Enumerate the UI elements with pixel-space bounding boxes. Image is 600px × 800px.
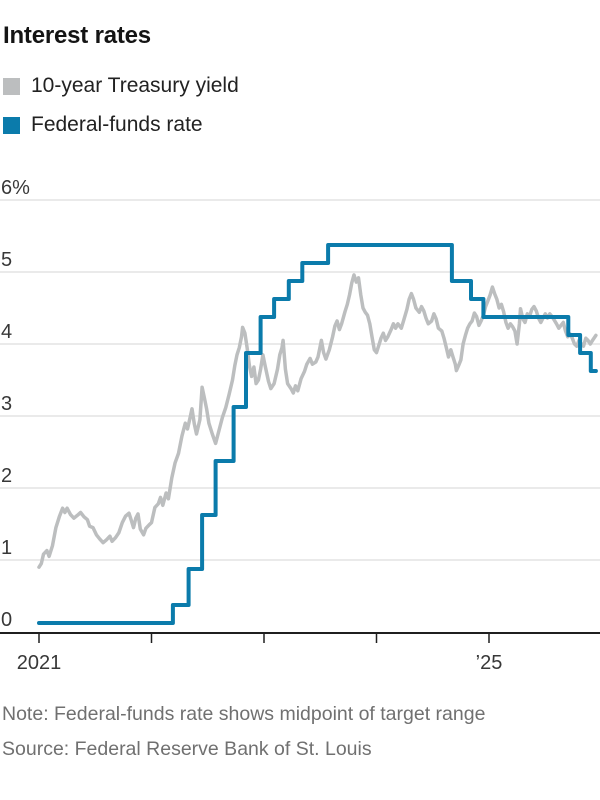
page-title: Interest rates — [3, 22, 151, 50]
y-axis-label: 5 — [1, 249, 12, 271]
line-chart: 2021 ’25 0 1 2 3 4 5 6% — [0, 180, 600, 674]
treasury-swatch-icon — [3, 77, 20, 95]
y-axis-label: 3 — [1, 393, 12, 415]
y-axis-label: 0 — [1, 609, 12, 631]
legend: 10-year Treasury yield Federal-funds rat… — [3, 73, 239, 151]
y-axis-label: 4 — [1, 321, 12, 343]
series-line-fedfunds — [37, 243, 598, 625]
fedfunds-swatch-icon — [3, 116, 20, 134]
legend-item-fedfunds: Federal-funds rate — [3, 112, 239, 138]
x-axis-label: ’25 — [476, 652, 503, 674]
chart-footnotes: Note: Federal-funds rate shows midpoint … — [2, 698, 485, 766]
legend-item-treasury: 10-year Treasury yield — [3, 73, 239, 99]
y-axis-label: 6% — [1, 180, 30, 199]
y-axis-label: 1 — [1, 537, 12, 559]
note-text: Note: Federal-funds rate shows midpoint … — [2, 703, 486, 725]
legend-label-fedfunds: Federal-funds rate — [31, 113, 203, 136]
source-text: Source: Federal Reserve Bank of St. Loui… — [2, 738, 372, 760]
y-axis-label: 2 — [1, 465, 12, 487]
x-axis-label: 2021 — [17, 652, 62, 674]
legend-label-treasury: 10-year Treasury yield — [31, 74, 239, 97]
series-line-treasury — [37, 273, 598, 569]
